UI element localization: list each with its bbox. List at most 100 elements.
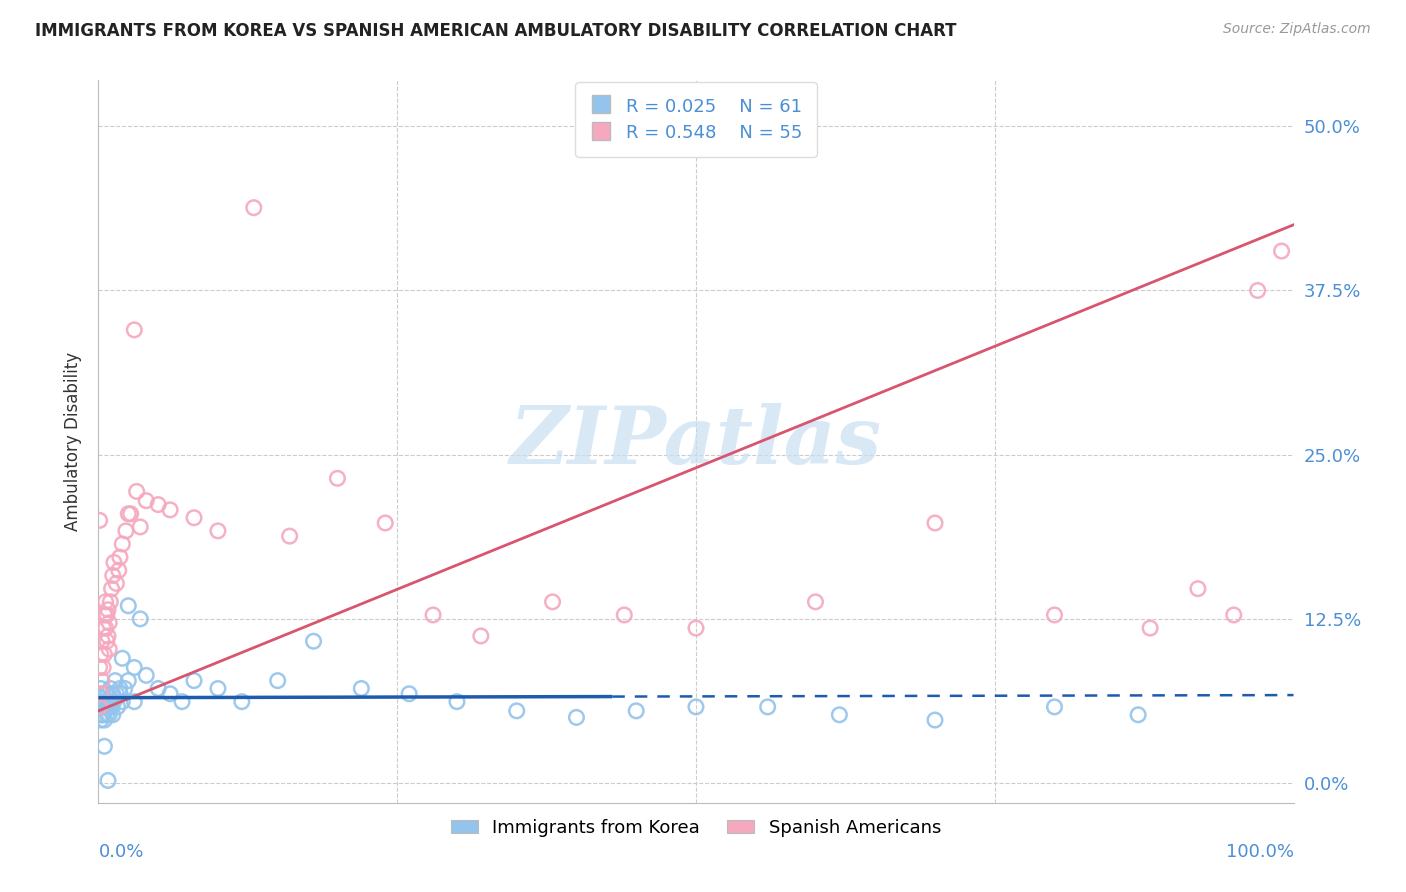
Point (613, 607, 636, 622)
Point (924, 713, 946, 727)
Point (98, 707, 121, 722)
Point (685, 699, 707, 714)
Point (148, 681, 170, 696)
Point (93, 713, 115, 727)
Point (111, 651, 134, 665)
Point (91, 707, 114, 722)
Point (97, 687, 120, 701)
Point (91, 687, 114, 701)
Point (172, 695, 194, 709)
Point (1128, 707, 1150, 722)
Point (506, 704, 529, 718)
Point (1271, 244, 1294, 258)
Point (96, 707, 118, 722)
Point (93, 695, 115, 709)
Point (446, 695, 468, 709)
Point (91, 707, 114, 722)
Point (89, 660, 111, 674)
Point (1043, 699, 1066, 714)
Point (93, 739, 115, 754)
Point (1139, 621, 1161, 635)
Point (124, 323, 146, 337)
Point (129, 520, 152, 534)
Point (89, 690, 111, 705)
Point (231, 695, 253, 709)
Point (124, 695, 146, 709)
Point (111, 695, 134, 709)
Text: 100.0%: 100.0% (1226, 843, 1294, 861)
Point (685, 621, 707, 635)
Point (98, 595, 122, 609)
Point (94, 621, 117, 635)
Point (93, 648, 115, 662)
Point (97, 603, 120, 617)
Point (91, 699, 114, 714)
Point (1043, 607, 1066, 622)
Point (105, 687, 128, 701)
Point (756, 699, 779, 714)
Point (374, 516, 396, 530)
Point (183, 673, 205, 688)
Legend: Immigrants from Korea, Spanish Americans: Immigrants from Korea, Spanish Americans (440, 808, 952, 848)
Point (103, 555, 125, 569)
Point (91, 621, 114, 635)
Point (117, 507, 139, 521)
Point (148, 498, 170, 512)
Point (111, 537, 134, 551)
Point (96, 634, 118, 648)
Point (326, 471, 349, 485)
Point (108, 550, 131, 565)
Point (183, 510, 205, 524)
Point (100, 699, 122, 714)
Point (350, 681, 373, 696)
Point (100, 582, 122, 596)
Point (98, 699, 122, 714)
Point (207, 524, 229, 538)
Point (398, 687, 420, 701)
Point (129, 612, 152, 626)
Point (97, 699, 120, 714)
Point (98, 681, 122, 696)
Point (101, 568, 124, 582)
Point (541, 595, 564, 609)
Point (924, 516, 946, 530)
Point (1223, 607, 1246, 622)
Point (94, 687, 117, 701)
Point (159, 687, 181, 701)
Point (94, 699, 117, 714)
Point (91, 673, 114, 688)
Point (97, 773, 120, 788)
Point (97, 629, 120, 643)
Point (98, 615, 121, 630)
Point (96, 607, 118, 622)
Point (278, 529, 301, 543)
Text: 0.0%: 0.0% (98, 843, 143, 861)
Point (108, 687, 131, 701)
Point (105, 576, 128, 591)
Point (207, 681, 229, 696)
Point (243, 201, 266, 215)
Point (89, 699, 111, 714)
Point (135, 668, 157, 682)
Point (104, 673, 127, 688)
Point (107, 563, 129, 577)
Point (90, 713, 112, 727)
Point (90, 681, 112, 696)
Point (1187, 582, 1209, 596)
Point (124, 660, 146, 674)
Point (96, 695, 118, 709)
Point (626, 704, 648, 718)
Point (115, 524, 138, 538)
Point (89, 513, 111, 527)
Point (1247, 284, 1270, 298)
Point (117, 599, 139, 613)
Point (422, 607, 444, 622)
Text: ZIPatlas: ZIPatlas (510, 403, 882, 480)
Text: Source: ZipAtlas.com: Source: ZipAtlas.com (1223, 22, 1371, 37)
Y-axis label: Ambulatory Disability: Ambulatory Disability (65, 352, 83, 531)
Point (828, 707, 851, 722)
Point (804, 595, 827, 609)
Point (125, 484, 148, 499)
Point (90, 699, 112, 714)
Point (103, 695, 125, 709)
